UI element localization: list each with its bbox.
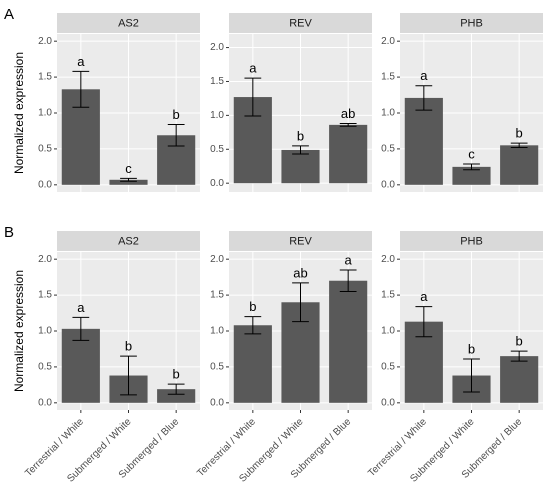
error-bar [510, 350, 528, 362]
y-tick-label: 1.0 [38, 326, 52, 337]
error-bar [463, 163, 480, 171]
y-tick-label: 2.0 [210, 254, 224, 265]
strip-title: AS2 [118, 17, 139, 29]
significance-letter: a [77, 54, 85, 69]
y-tick-label: 0.0 [210, 178, 224, 189]
significance-letter: b [173, 367, 180, 382]
strip [400, 231, 543, 251]
y-tick-label: 0.0 [210, 397, 224, 408]
error-bar [167, 123, 185, 147]
significance-letter: b [516, 334, 523, 349]
error-bar [120, 177, 137, 182]
y-tick-label: 0.0 [38, 179, 52, 190]
strip [229, 13, 372, 33]
error-bar [415, 85, 433, 111]
y-tick-label: 1.5 [38, 290, 52, 301]
strip-title: REV [289, 235, 312, 247]
significance-letter: c [468, 146, 475, 161]
error-bar [72, 70, 90, 108]
y-tick-label: 1.0 [210, 326, 224, 337]
y-tick-label: 2.0 [381, 254, 395, 265]
error-bar [167, 383, 185, 395]
y-tick-label: 0.5 [210, 362, 224, 373]
strip-title: AS2 [118, 235, 139, 247]
bar [329, 280, 368, 403]
significance-letter: b [125, 339, 132, 354]
y-tick-label: 0.0 [38, 397, 52, 408]
significance-letter: b [516, 126, 523, 141]
y-tick-label: 2.0 [210, 42, 224, 53]
y-tick-label: 0.5 [38, 362, 52, 373]
y-tick-label: 0.5 [381, 144, 395, 155]
bar [452, 166, 491, 185]
strip-title: REV [289, 17, 312, 29]
significance-letter: a [420, 289, 428, 304]
error-bar [463, 358, 480, 393]
bar [281, 149, 320, 184]
strip-title: PHB [460, 17, 483, 29]
significance-letter: ab [293, 265, 307, 280]
y-tick-label: 1.5 [38, 72, 52, 83]
y-tick-label: 0.5 [210, 144, 224, 155]
y-tick-label: 0.5 [38, 144, 52, 155]
significance-letter: b [173, 107, 180, 122]
bar [61, 328, 100, 403]
y-tick-label: 2.0 [38, 254, 52, 265]
y-tick-label: 2.0 [38, 36, 52, 47]
significance-letter: a [345, 252, 353, 267]
panel-label: B [4, 224, 14, 241]
significance-letter: a [77, 300, 85, 315]
y-tick-label: 1.5 [210, 290, 224, 301]
y-tick-label: 1.5 [381, 72, 395, 83]
error-bar [244, 316, 262, 335]
strip [400, 13, 543, 33]
significance-letter: c [125, 161, 132, 176]
error-bar [292, 145, 309, 155]
bar [109, 179, 148, 185]
error-bar [510, 142, 528, 148]
panel-label: A [4, 6, 14, 23]
y-tick-label: 1.5 [381, 290, 395, 301]
y-tick-label: 0.0 [381, 179, 395, 190]
significance-letter: a [249, 61, 257, 76]
y-tick-label: 1.0 [210, 110, 224, 121]
bar [500, 356, 539, 403]
significance-letter: ab [341, 106, 355, 121]
significance-letter: b [249, 299, 256, 314]
bar [329, 124, 368, 184]
strip-title: PHB [460, 235, 483, 247]
error-bar [339, 269, 357, 292]
strip [229, 231, 372, 251]
bar [500, 145, 539, 185]
error-bar [292, 282, 309, 323]
error-bar [244, 77, 262, 117]
strip [57, 231, 200, 251]
bar [404, 97, 443, 185]
y-tick-label: 1.0 [38, 108, 52, 119]
y-tick-label: 1.5 [210, 76, 224, 87]
significance-letter: a [420, 68, 428, 83]
bar [233, 325, 272, 403]
y-tick-label: 1.0 [381, 108, 395, 119]
y-tick-label: 1.0 [381, 326, 395, 337]
error-bar [72, 316, 90, 341]
bar [157, 389, 196, 403]
error-bar [415, 306, 433, 338]
y-tick-label: 0.0 [381, 397, 395, 408]
y-axis-label: Normalized expression [12, 52, 26, 174]
error-bar [339, 123, 357, 127]
y-axis-label: Normalized expression [12, 270, 26, 392]
y-tick-label: 2.0 [381, 36, 395, 47]
strip [57, 13, 200, 33]
significance-letter: b [297, 128, 304, 143]
y-tick-label: 0.5 [381, 362, 395, 373]
error-bar [120, 355, 137, 396]
significance-letter: b [468, 341, 475, 356]
